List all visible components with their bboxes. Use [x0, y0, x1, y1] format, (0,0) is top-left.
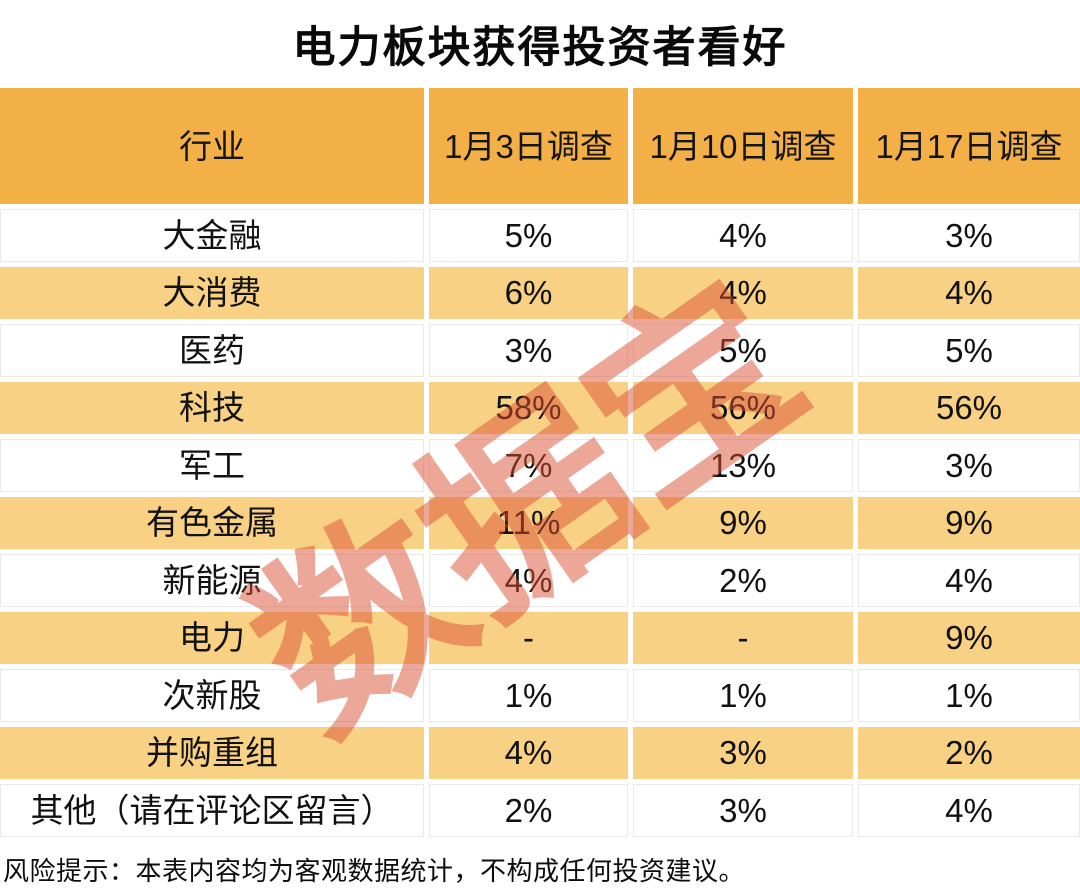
survey-value: 4% [858, 784, 1080, 837]
industry-label: 新能源 [0, 554, 424, 607]
survey-value: 3% [858, 439, 1080, 492]
survey-value: - [429, 611, 628, 664]
survey-value: 4% [633, 209, 853, 262]
survey-value: 1% [429, 669, 628, 722]
survey-value: 3% [429, 324, 628, 377]
survey-value: 2% [858, 726, 1080, 779]
survey-value: 58% [429, 381, 628, 434]
industry-label: 次新股 [0, 669, 424, 722]
column-header-jan10-survey: 1月10日调查 [633, 88, 853, 204]
survey-value: 9% [633, 496, 853, 549]
survey-value: 3% [633, 784, 853, 837]
industry-label: 大消费 [0, 266, 424, 319]
survey-value: 4% [858, 554, 1080, 607]
industry-label: 其他（请在评论区留言） [0, 784, 424, 837]
industry-label: 军工 [0, 439, 424, 492]
survey-value: 9% [858, 611, 1080, 664]
survey-value: 5% [858, 324, 1080, 377]
survey-value: 11% [429, 496, 628, 549]
survey-value: 5% [633, 324, 853, 377]
industry-label: 有色金属 [0, 496, 424, 549]
survey-value: - [633, 611, 853, 664]
survey-value: 56% [633, 381, 853, 434]
survey-value: 1% [858, 669, 1080, 722]
survey-value: 2% [633, 554, 853, 607]
survey-value: 7% [429, 439, 628, 492]
survey-value: 1% [633, 669, 853, 722]
survey-value: 2% [429, 784, 628, 837]
industry-label: 大金融 [0, 209, 424, 262]
survey-value: 3% [633, 726, 853, 779]
survey-value: 13% [633, 439, 853, 492]
column-header-industry: 行业 [0, 88, 424, 204]
risk-disclaimer: 风险提示：本表内容均为客观数据统计，不构成任何投资建议。 [3, 855, 746, 886]
survey-value: 5% [429, 209, 628, 262]
survey-value: 56% [858, 381, 1080, 434]
survey-value: 9% [858, 496, 1080, 549]
survey-value: 4% [633, 266, 853, 319]
column-header-jan3-survey: 1月3日调查 [429, 88, 628, 204]
survey-value: 6% [429, 266, 628, 319]
industry-label: 并购重组 [0, 726, 424, 779]
page-title: 电力板块获得投资者看好 [292, 24, 788, 72]
column-header-jan17-survey: 1月17日调查 [858, 88, 1080, 204]
survey-value: 4% [429, 554, 628, 607]
survey-table: 行业 1月3日调查 1月10日调查 1月17日调查 大金融 5% 4% 3% 大消费 6%… [0, 88, 1080, 837]
survey-value: 4% [429, 726, 628, 779]
industry-label: 医药 [0, 324, 424, 377]
survey-value: 4% [858, 266, 1080, 319]
industry-label: 电力 [0, 611, 424, 664]
industry-label: 科技 [0, 381, 424, 434]
survey-value: 3% [858, 209, 1080, 262]
